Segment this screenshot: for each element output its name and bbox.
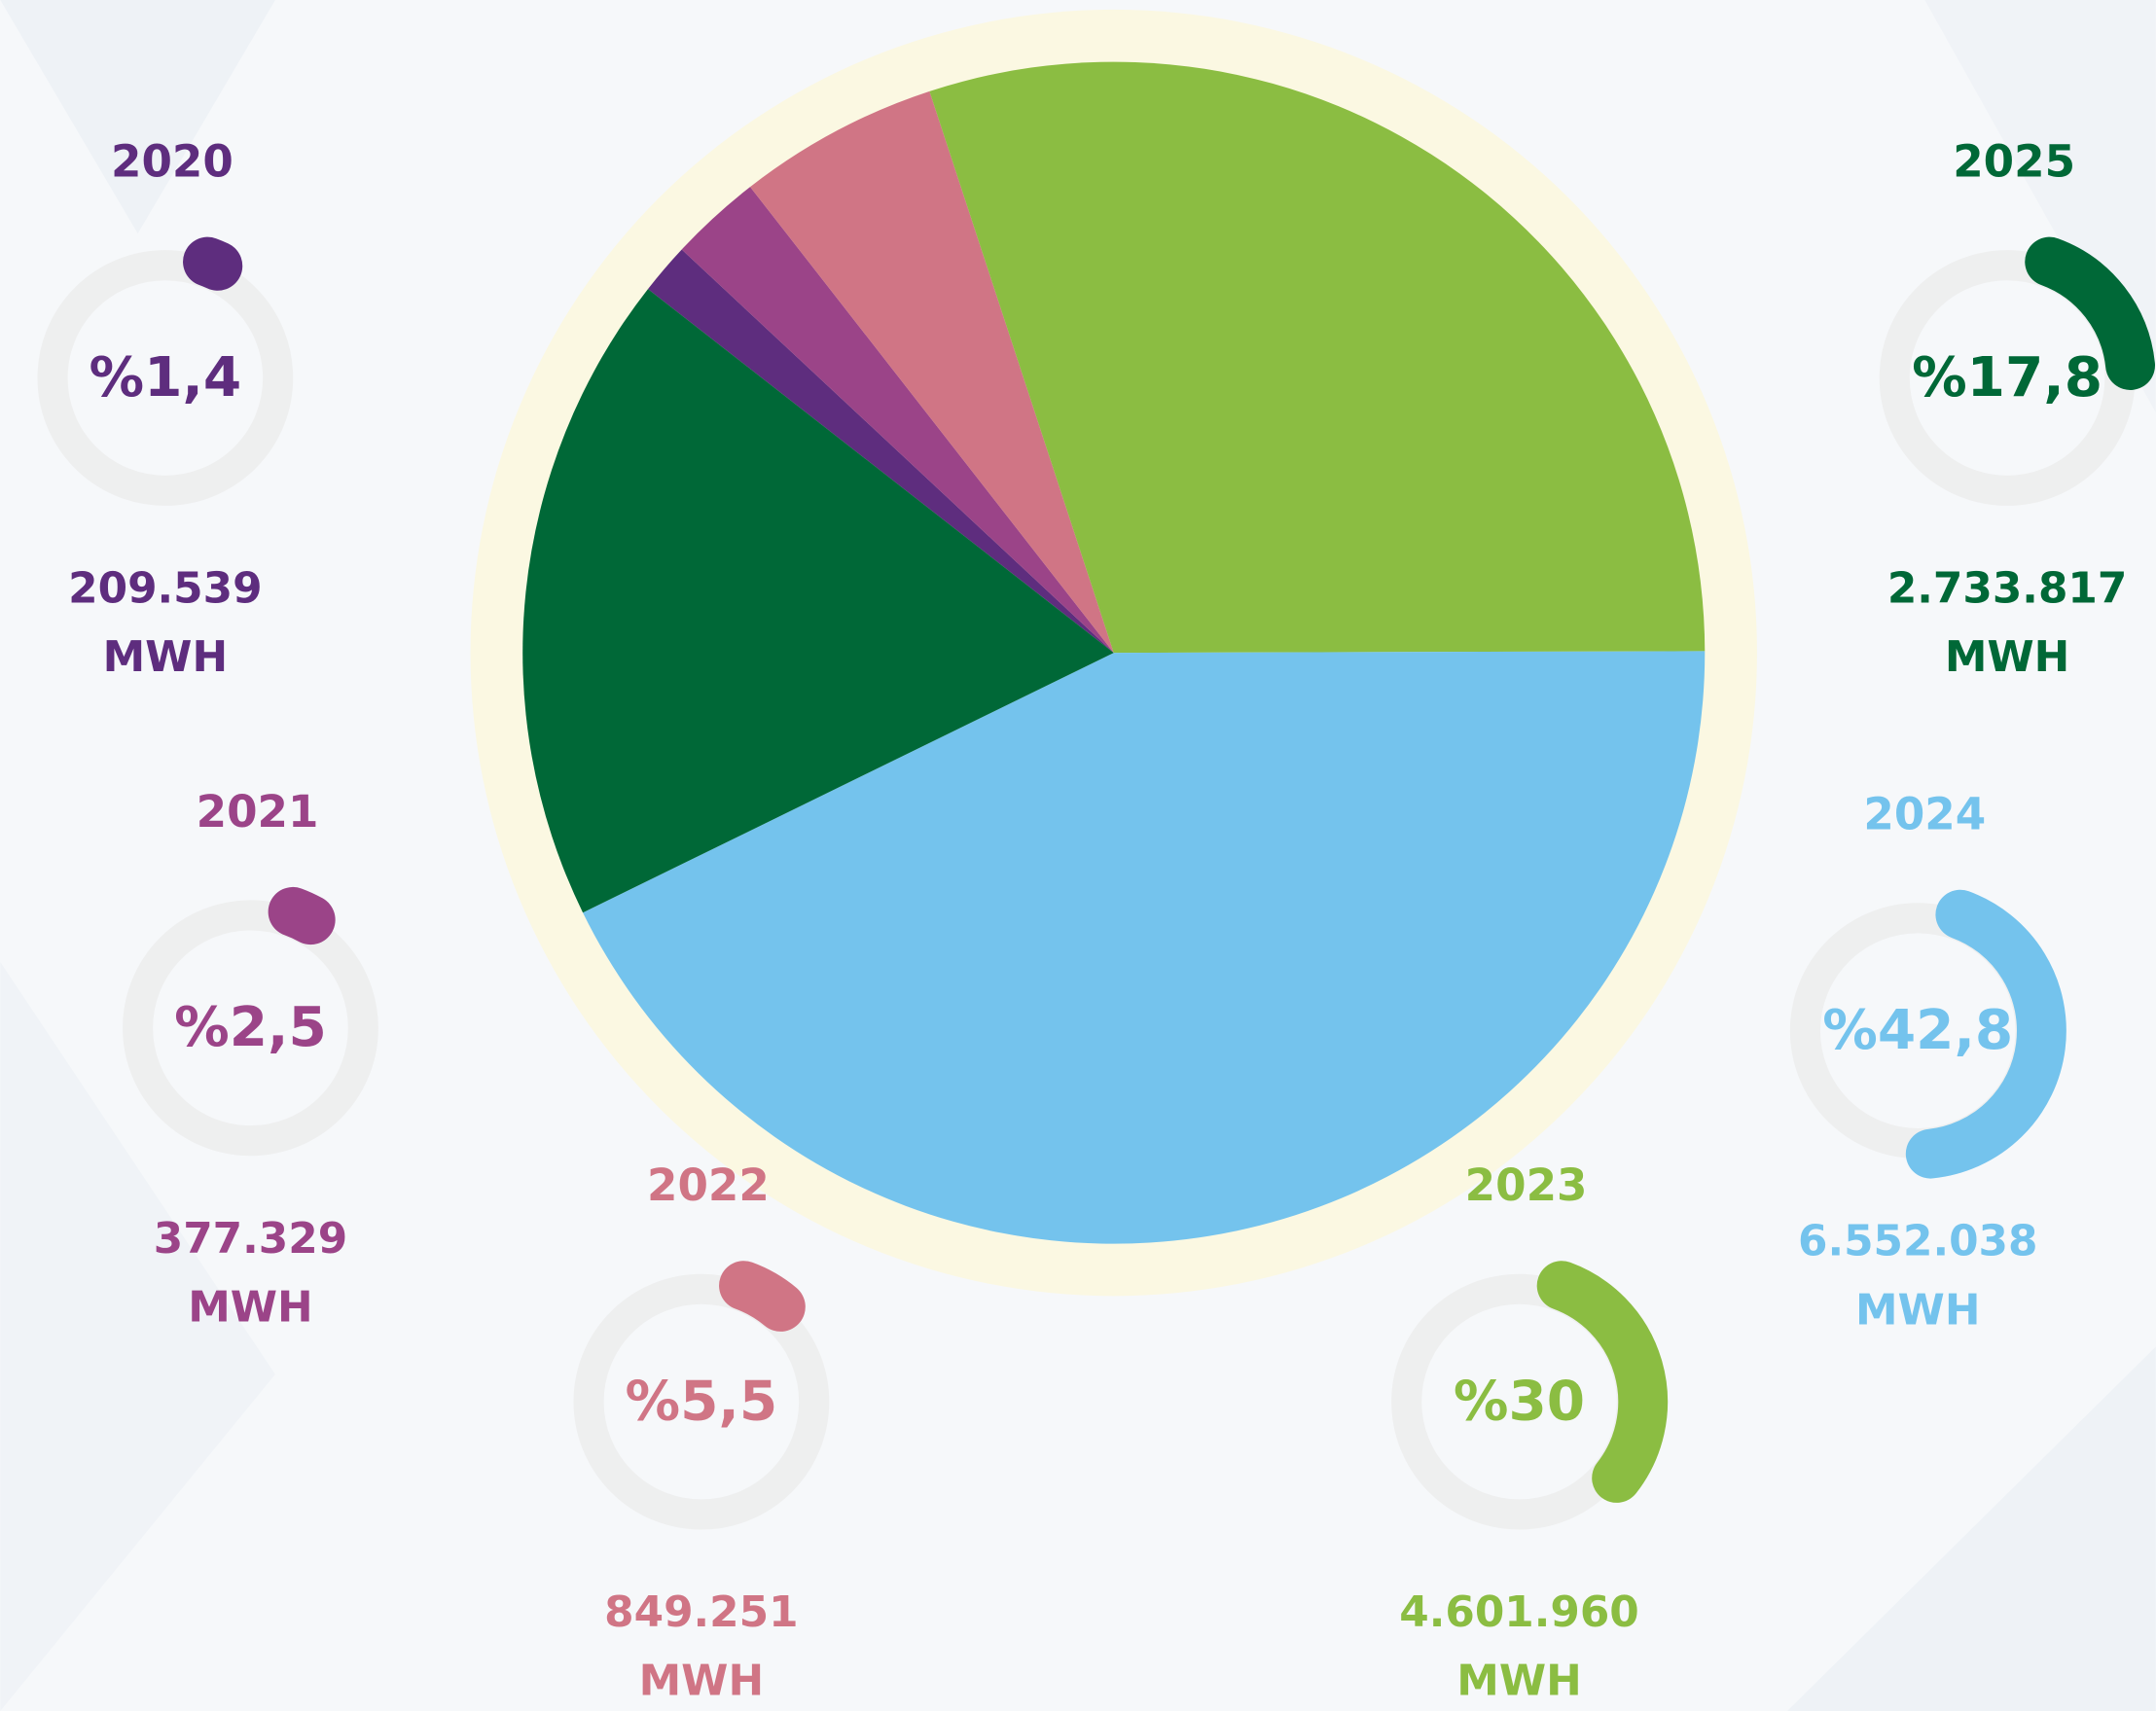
energy-label: 2.733.817 — [1887, 564, 2128, 614]
year-label: 2022 — [647, 1159, 770, 1211]
indicator-ring — [573, 1273, 830, 1530]
year-label: 2024 — [1863, 789, 1986, 840]
percent-label: %2,5 — [174, 996, 327, 1059]
indicator-ring — [37, 250, 294, 506]
percent-label: %30 — [1454, 1371, 1585, 1434]
energy-label: 377.329 — [154, 1214, 347, 1264]
pie-slice — [583, 651, 1706, 1244]
indicator-arc — [1536, 1261, 1669, 1503]
indicator-arc — [268, 886, 336, 945]
pie-slice — [681, 187, 1114, 654]
energy-label: 6.552.038 — [1798, 1217, 2038, 1266]
year-label: 2021 — [197, 786, 319, 838]
pie-slice — [750, 90, 1114, 654]
percent-label: %17,8 — [1912, 346, 2102, 410]
percent-label: %1,4 — [90, 346, 242, 410]
percent-label: %42,8 — [1822, 999, 2013, 1062]
unit-label: MWH — [188, 1282, 313, 1332]
unit-label: MWH — [103, 632, 229, 682]
unit-label: MWH — [1945, 632, 2070, 682]
indicator-arc — [1905, 889, 2066, 1179]
year-label: 2020 — [111, 136, 234, 188]
indicator-arc — [719, 1261, 806, 1332]
indicator-arc — [183, 236, 243, 291]
year-label: 2025 — [1953, 136, 2075, 188]
energy-label: 849.251 — [604, 1587, 798, 1637]
energy-label: 209.539 — [68, 564, 262, 614]
unit-label: MWH — [1456, 1657, 1582, 1706]
indicator-arc — [2025, 236, 2156, 390]
pie-slice — [647, 249, 1114, 654]
pie-slice — [929, 61, 1706, 654]
pie-slice — [522, 289, 1114, 913]
unit-label: MWH — [639, 1657, 765, 1706]
energy-label: 4.601.960 — [1399, 1587, 1639, 1637]
year-label: 2023 — [1465, 1159, 1588, 1211]
indicator-ring — [123, 900, 378, 1157]
percent-label: %5,5 — [626, 1371, 778, 1434]
unit-label: MWH — [1855, 1285, 1981, 1335]
